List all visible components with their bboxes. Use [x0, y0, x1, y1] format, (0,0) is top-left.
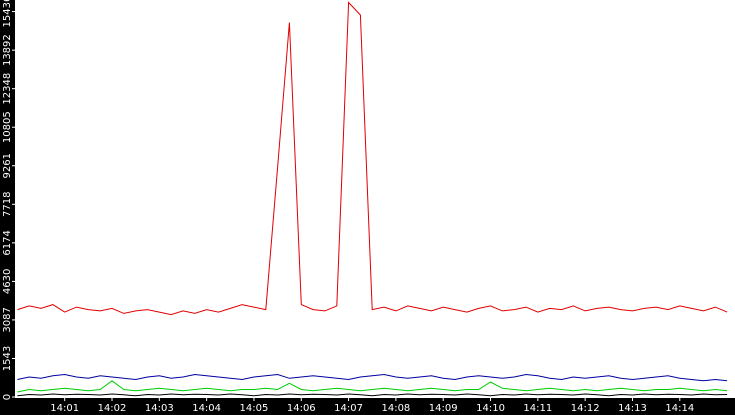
y-tick-label: 4630: [2, 269, 13, 294]
series-line: [17, 1, 728, 316]
y-tick-label: 6174: [2, 230, 13, 255]
y-tick-label: 9261: [2, 153, 13, 178]
y-tick-label: 0: [2, 394, 13, 400]
x-tick-label: 14:12: [571, 403, 600, 414]
y-tick-label: 13892: [2, 34, 13, 66]
y-tick-label: 1543: [2, 346, 13, 371]
y-tick-label: 15436: [2, 0, 13, 27]
x-tick-label: 14:13: [618, 403, 647, 414]
x-tick-label: 14:11: [523, 403, 552, 414]
x-tick-label: 14:10: [476, 403, 505, 414]
y-tick-label: 10805: [2, 111, 13, 143]
series-line: [17, 373, 728, 382]
x-tick-label: 14:14: [665, 403, 694, 414]
y-axis-strip: [0, 0, 15, 415]
x-tick-label: 14:06: [287, 403, 316, 414]
series-line: [17, 380, 728, 393]
x-axis-strip: [0, 398, 735, 415]
x-tick-label: 14:03: [145, 403, 174, 414]
x-tick-label: 14:09: [429, 403, 458, 414]
x-tick-label: 14:07: [334, 403, 363, 414]
x-tick-label: 14:05: [240, 403, 269, 414]
x-tick-label: 14:01: [50, 403, 79, 414]
x-tick-label: 14:04: [192, 403, 221, 414]
y-tick-label: 3087: [2, 307, 13, 332]
x-tick-label: 14:02: [98, 403, 127, 414]
series-line: [17, 393, 728, 397]
y-tick-label: 7718: [2, 192, 13, 217]
x-tick-label: 14:08: [381, 403, 410, 414]
y-tick-label: 12348: [2, 73, 13, 105]
